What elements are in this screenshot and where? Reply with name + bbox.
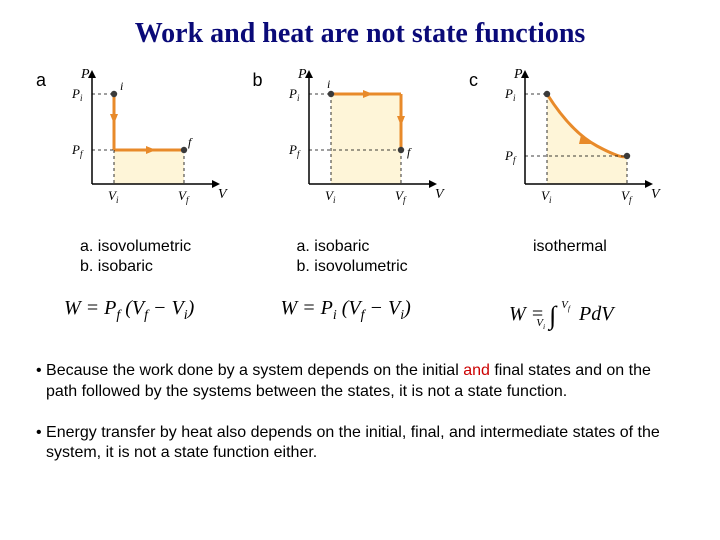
page-title: Work and heat are not state functions xyxy=(32,18,688,50)
panel-c-label: c xyxy=(469,70,478,91)
caption-row: a. isovolumetricb. isobaric a. isobaricb… xyxy=(36,219,684,287)
svg-text:f: f xyxy=(407,145,412,159)
svg-text:Pi: Pi xyxy=(504,86,516,103)
equation-c: W = ∫ViVf PdV xyxy=(469,297,684,327)
bullet-list: • Because the work done by a system depe… xyxy=(32,361,688,464)
svg-text:Pf: Pf xyxy=(504,148,517,165)
panel-c: c P V Pi xyxy=(469,64,684,219)
svg-text:V: V xyxy=(218,187,228,202)
caption-a: a. isovolumetricb. isobaric xyxy=(80,237,251,277)
panel-b-graph: P V Pi Pf Vi Vf i f xyxy=(283,64,453,219)
svg-text:Vf: Vf xyxy=(178,188,190,205)
svg-text:P: P xyxy=(513,67,523,82)
svg-text:i: i xyxy=(120,79,123,93)
svg-text:Vi: Vi xyxy=(541,188,552,205)
equation-a: W = Pf (Vf − Vi) xyxy=(36,297,251,327)
svg-text:Vi: Vi xyxy=(325,188,336,205)
svg-text:Pf: Pf xyxy=(71,142,84,159)
svg-text:i: i xyxy=(327,77,330,91)
svg-text:V: V xyxy=(435,187,445,202)
svg-text:Vf: Vf xyxy=(621,188,633,205)
panel-b: b P xyxy=(253,64,468,219)
panel-c-graph: P V Pi Pf Vi Vf xyxy=(499,64,669,219)
panel-b-label: b xyxy=(253,70,263,91)
svg-text:Pi: Pi xyxy=(288,86,300,103)
bullet-1: • Because the work done by a system depe… xyxy=(36,361,684,403)
equation-row: W = Pf (Vf − Vi) W = Pi (Vf − Vi) W = ∫V… xyxy=(36,297,684,327)
svg-text:Vf: Vf xyxy=(395,188,407,205)
svg-text:Pf: Pf xyxy=(288,142,301,159)
panel-a-label: a xyxy=(36,70,46,91)
bullet-2: • Energy transfer by heat also depends o… xyxy=(36,423,684,465)
svg-text:P: P xyxy=(297,67,307,82)
diagram-row: a P xyxy=(36,64,684,219)
svg-text:Pi: Pi xyxy=(71,86,83,103)
equation-b: W = Pi (Vf − Vi) xyxy=(253,297,468,327)
svg-text:f: f xyxy=(188,135,193,149)
caption-c: isothermal xyxy=(533,237,684,257)
svg-text:P: P xyxy=(80,67,90,82)
svg-text:V: V xyxy=(651,187,661,202)
panel-a-graph: P V Pi Pf Vi Vf i f xyxy=(66,64,236,219)
caption-b: a. isobaricb. isovolumetric xyxy=(297,237,468,277)
panel-a: a P xyxy=(36,64,251,219)
svg-text:Vi: Vi xyxy=(108,188,119,205)
